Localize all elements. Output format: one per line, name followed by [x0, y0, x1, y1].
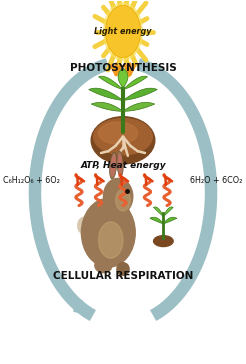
- Circle shape: [105, 5, 141, 58]
- Ellipse shape: [109, 152, 117, 179]
- Ellipse shape: [78, 217, 90, 234]
- PathPatch shape: [123, 88, 157, 100]
- Ellipse shape: [99, 222, 123, 258]
- Text: Light energy: Light energy: [94, 27, 152, 36]
- Ellipse shape: [154, 236, 173, 246]
- Ellipse shape: [94, 119, 152, 155]
- Ellipse shape: [81, 198, 135, 267]
- Ellipse shape: [91, 117, 155, 164]
- Text: CELLULAR RESPIRATION: CELLULAR RESPIRATION: [53, 271, 193, 281]
- Text: C₆H₁₂O₆ + 6O₂: C₆H₁₂O₆ + 6O₂: [3, 176, 60, 185]
- PathPatch shape: [150, 217, 163, 224]
- PathPatch shape: [123, 102, 155, 111]
- Ellipse shape: [119, 155, 122, 173]
- Text: 6H₂O + 6CO₂: 6H₂O + 6CO₂: [190, 176, 243, 185]
- Ellipse shape: [116, 189, 130, 211]
- Ellipse shape: [95, 258, 112, 273]
- PathPatch shape: [89, 88, 123, 100]
- Ellipse shape: [103, 178, 133, 215]
- PathPatch shape: [91, 102, 123, 111]
- PathPatch shape: [154, 207, 163, 217]
- PathPatch shape: [123, 76, 147, 90]
- PathPatch shape: [163, 217, 177, 224]
- Text: PHOTOSYNTHESIS: PHOTOSYNTHESIS: [70, 63, 176, 73]
- PathPatch shape: [163, 207, 173, 217]
- Ellipse shape: [117, 263, 129, 276]
- Ellipse shape: [111, 156, 115, 175]
- PathPatch shape: [99, 76, 123, 90]
- Ellipse shape: [99, 122, 138, 144]
- Ellipse shape: [117, 151, 123, 177]
- Text: ATP, Heat energy: ATP, Heat energy: [80, 161, 166, 170]
- Circle shape: [104, 3, 142, 60]
- PathPatch shape: [118, 68, 128, 88]
